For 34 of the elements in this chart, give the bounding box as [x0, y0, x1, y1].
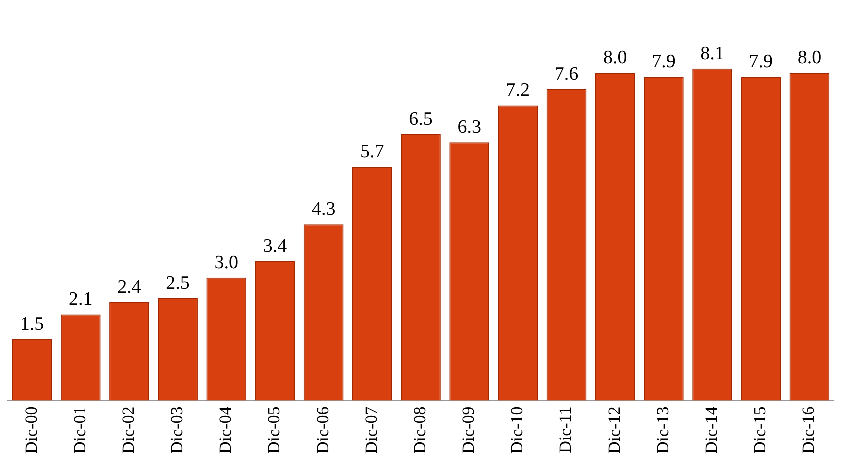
x-tick-label: Dic-08: [410, 406, 430, 454]
data-label: 7.9: [652, 52, 676, 73]
data-label: 1.5: [20, 314, 44, 335]
data-label: 7.9: [749, 52, 773, 73]
data-label: 2.5: [166, 272, 190, 294]
data-label: 8.0: [603, 47, 628, 68]
x-tick-label: Dic-04: [216, 406, 236, 454]
x-tick-label: Dic-13: [653, 406, 672, 454]
data-label: 7.6: [554, 64, 579, 85]
x-tick-label: Dic-10: [508, 406, 527, 454]
x-tick-label: Dic-15: [750, 406, 770, 454]
data-label: 5.7: [360, 142, 384, 163]
data-label: 3.0: [214, 252, 239, 274]
x-tick-label: Dic-12: [604, 406, 624, 454]
data-label: 7.2: [506, 80, 530, 102]
x-tick-label: Dic-05: [264, 406, 284, 454]
data-label: 8.0: [798, 47, 822, 68]
x-tick-label: Dic-01: [70, 406, 90, 454]
x-tick-label: Dic-11: [556, 406, 576, 454]
x-tick-label: Dic-02: [118, 406, 138, 454]
x-tick-label: Dic-09: [459, 406, 478, 454]
data-label: 3.4: [263, 236, 288, 257]
x-tick-label: Dic-03: [168, 406, 187, 454]
data-label: 2.1: [69, 289, 93, 310]
x-tick-label: Dic-16: [799, 406, 818, 454]
data-label: 6.3: [458, 117, 482, 138]
data-label: 2.4: [118, 276, 142, 298]
x-tick-label: Dic-07: [362, 406, 381, 454]
x-tick-label: Dic-14: [702, 406, 721, 454]
x-tick-label: Dic-06: [313, 406, 332, 454]
x-tick-label: Dic-00: [22, 406, 41, 454]
data-label: 4.3: [312, 199, 336, 220]
data-label: 8.1: [700, 43, 724, 64]
data-label: 6.5: [409, 108, 433, 130]
